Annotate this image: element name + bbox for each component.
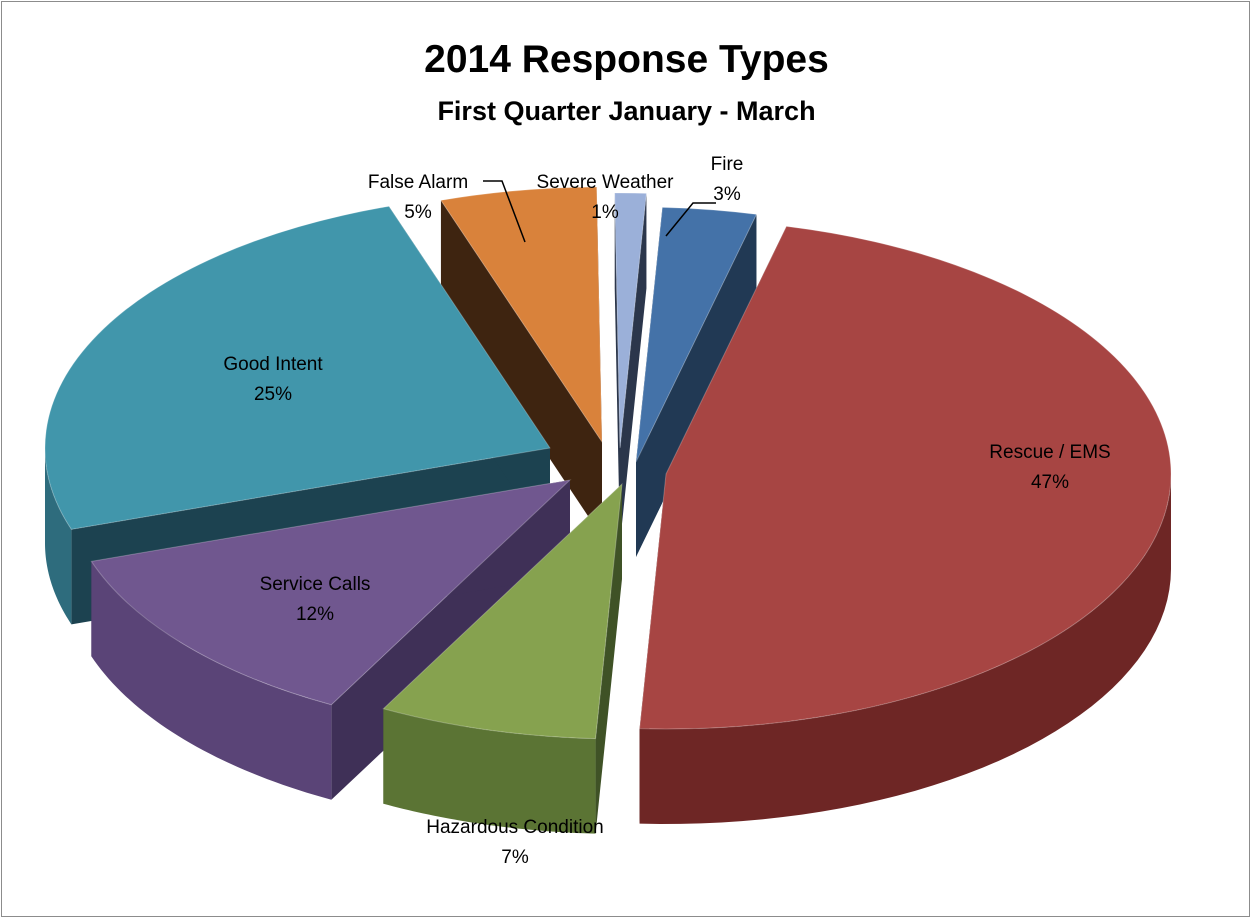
- slice-top: [614, 192, 647, 449]
- slice-label-rescue-ems: Rescue / EMS: [989, 442, 1110, 463]
- slice-value-rescue-ems: 47%: [1031, 472, 1069, 493]
- pie-slice-severe-weather: [614, 192, 647, 543]
- slice-side: [91, 561, 332, 800]
- slice-label-fire: Fire: [711, 154, 744, 175]
- slice-wall: [440, 200, 602, 537]
- leader-line-fire: [665, 202, 716, 237]
- slice-value-service-calls: 12%: [296, 604, 334, 625]
- chart-subtitle: First Quarter January - March: [437, 96, 816, 126]
- slice-label-good-intent: Good Intent: [223, 354, 323, 375]
- slice-value-fire: 3%: [713, 184, 741, 205]
- slice-side: [45, 448, 72, 625]
- chart-title: 2014 Response Types: [424, 38, 829, 81]
- leader-line-false-alarm: [483, 180, 526, 243]
- slice-top: [635, 206, 758, 463]
- slice-label-service-calls: Service Calls: [260, 574, 371, 595]
- slice-label-severe-weather: Severe Weather: [537, 172, 675, 193]
- pie-slice-hazardous-condition: [382, 482, 623, 834]
- slice-label-false-alarm: False Alarm: [368, 172, 468, 193]
- slice-value-hazardous-condition: 7%: [501, 847, 529, 868]
- slice-top: [44, 205, 551, 530]
- pie-slice-fire: [635, 206, 758, 557]
- slice-wall: [636, 214, 757, 557]
- slice-top: [639, 225, 1172, 730]
- slice-top: [90, 479, 572, 706]
- slice-wall: [614, 193, 620, 543]
- slice-value-false-alarm: 5%: [404, 202, 432, 223]
- pie-slice-false-alarm: [440, 186, 603, 537]
- slice-label-hazardous-condition: Hazardous Condition: [426, 817, 603, 838]
- slice-side: [383, 708, 596, 834]
- slice-top: [382, 482, 623, 740]
- pie-slice-rescue-ems: [639, 225, 1172, 824]
- slice-value-good-intent: 25%: [254, 384, 292, 405]
- slice-side: [639, 474, 1171, 824]
- slice-value-severe-weather: 1%: [591, 202, 619, 223]
- slice-wall: [620, 193, 647, 543]
- slice-top: [440, 186, 603, 444]
